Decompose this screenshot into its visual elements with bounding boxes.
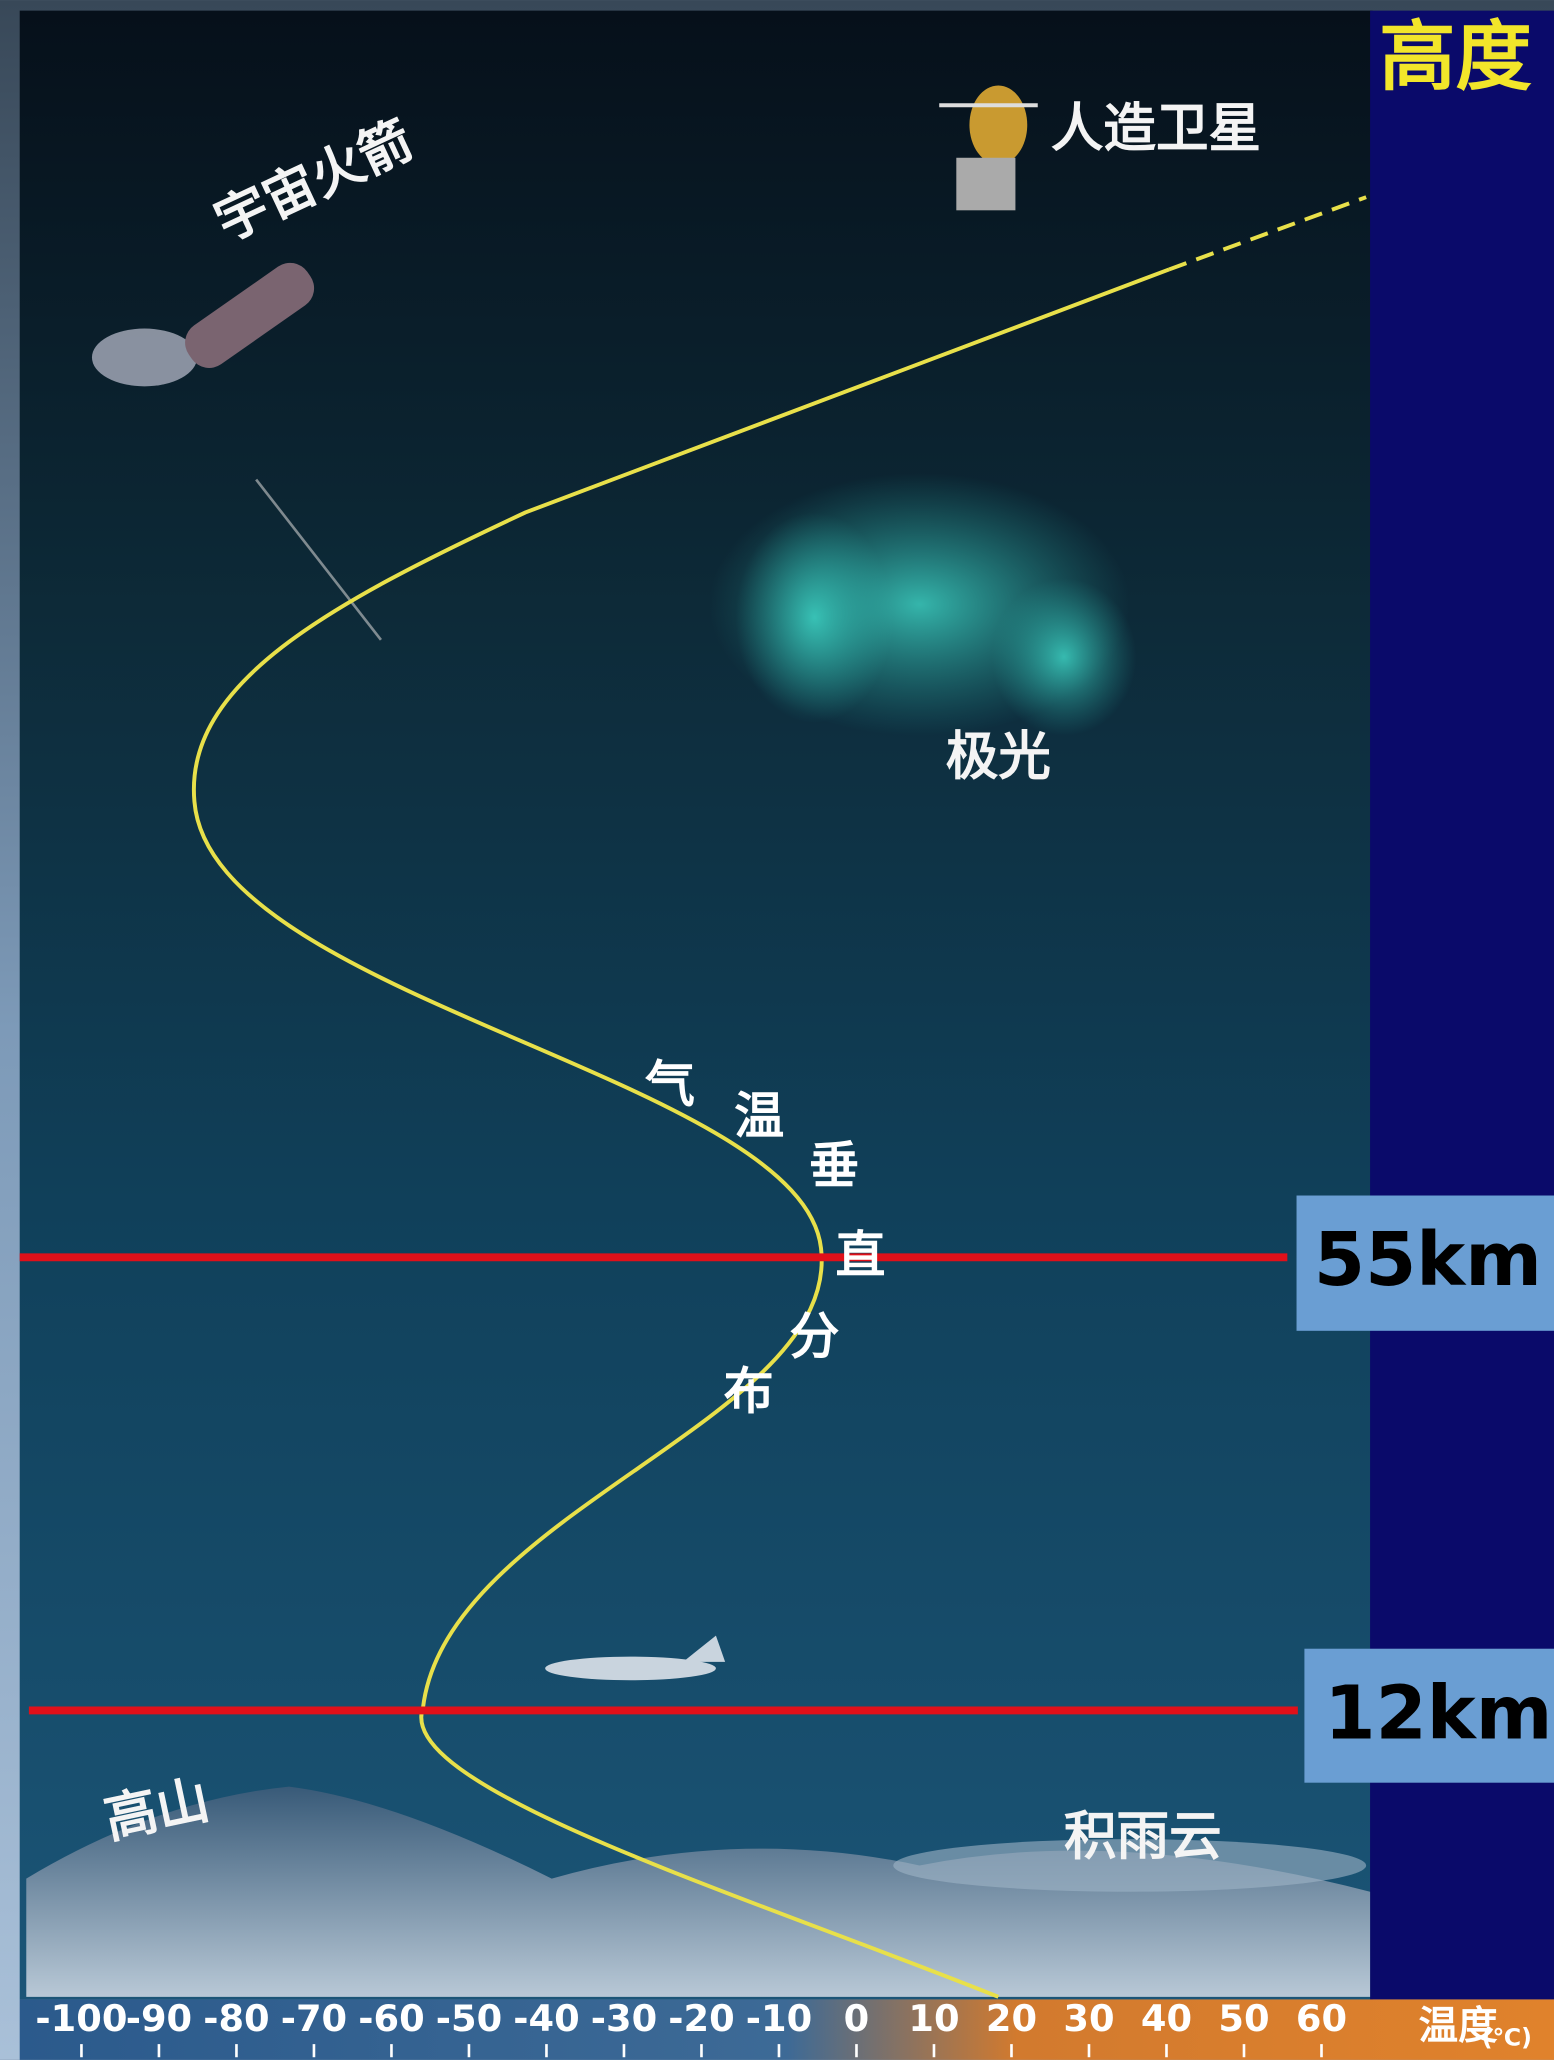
temperature-curve-extension [1168,195,1367,272]
altitude-mark: 12km [1324,1671,1552,1756]
tick-label: -40 [513,1997,579,2040]
axis-title: 温度 [1419,2003,1498,2049]
tick-label: -60 [358,1997,424,2040]
curve-label-char: 气 [645,1055,695,1113]
altitude-box [1304,1648,1554,1783]
tick-label: 10 [908,1997,959,2040]
tick-label: -80 [203,1997,269,2040]
cloud-label: 积雨云 [1064,1806,1222,1867]
tick-label: 0 [844,1997,870,2040]
tick-label: -20 [668,1997,734,2040]
tick-label: -70 [281,1997,347,2040]
axis-unit: (℃) [1482,2023,1532,2051]
tick-label: -100 [35,1997,127,2040]
mountains [26,1786,1371,1997]
altitude-box [1296,1195,1554,1331]
temperature-curve [191,267,1170,1999]
tick-label: -90 [126,1997,192,2040]
curve-label-char: 直 [835,1226,885,1284]
satellite-label: 人造卫星 [1051,98,1261,159]
altitude-title: 高度 [1379,12,1531,101]
curve-label-char: 垂 [809,1137,859,1195]
satellite [939,85,1038,211]
tick-label: -30 [591,1997,657,2040]
tick-label: 30 [1063,1997,1114,2040]
curve-label-char: 分 [789,1308,839,1366]
tick-label: 60 [1296,1997,1347,2040]
altitude-mark: 55km [1314,1218,1542,1303]
airplane [545,1635,726,1681]
tick-label: -10 [746,1997,812,2040]
aurora [709,473,1137,736]
tick-label: 50 [1218,1997,1269,2040]
aurora-label: 极光 [946,726,1051,787]
curve-label-char: 温 [734,1087,784,1145]
curve-label-char: 布 [724,1363,774,1421]
rocket [91,262,382,641]
tick-label: 40 [1141,1997,1192,2040]
tick-label: 20 [986,1997,1037,2040]
temperature-axis [19,1999,1554,2060]
tick-label: -50 [436,1997,502,2040]
